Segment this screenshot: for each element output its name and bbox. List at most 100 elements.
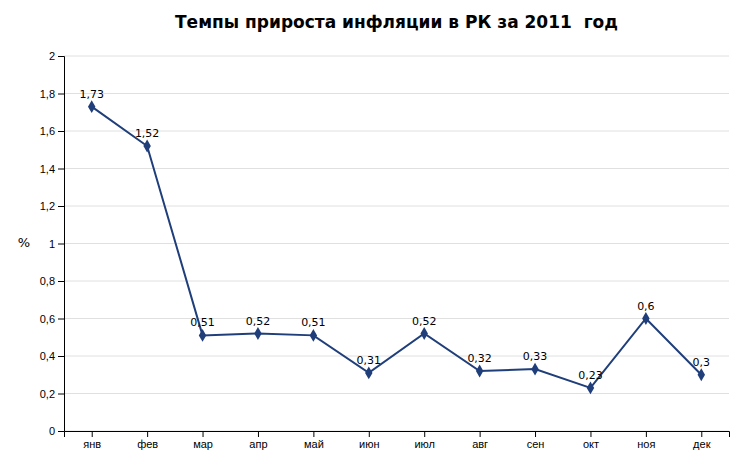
line [92,107,702,388]
data-label: 0,51 [301,316,326,329]
tick-mark [147,431,148,437]
tick-mark [480,431,481,437]
point [88,100,95,113]
chart: 0 0,2 0,4 0,6 0,8 1 1,2 1,4 1,6 1,8 2 янв фев мар апр м… [0,0,753,471]
tick: 2 [49,50,64,62]
tick-mark [58,319,64,320]
tick-mark [58,94,64,95]
tick-mark [58,169,64,170]
point [199,329,206,342]
tick-label: янв [83,438,101,450]
tick-mark [58,356,64,357]
tick: июн [359,431,379,450]
tick-label: 0 [49,425,55,437]
data-label: 0,3 [693,356,711,369]
tick: фев [137,431,158,450]
tick: мар [193,431,213,450]
tick-label: июл [414,438,435,450]
grid-line [64,318,729,319]
tick-mark [369,431,370,437]
tick: 0,4 [40,350,64,362]
tick: дек [693,431,711,450]
tick-label: окт [583,438,599,450]
data-label: 0,33 [523,350,548,363]
tick: окт [583,431,599,450]
tick-label: 0,4 [40,350,55,362]
tick: янв [83,431,101,450]
grid-line [64,93,729,94]
marks [88,100,705,394]
tick-label: 1,2 [40,200,55,212]
tick-mark [58,244,64,245]
tick-label: 0,6 [40,313,55,325]
tick: май [304,431,324,450]
data-label: 1,52 [135,127,160,140]
tick: 0,8 [40,275,64,287]
grid-line [64,56,729,57]
y-axis-title: % [18,235,30,250]
tick-label: май [304,438,324,450]
point [420,327,427,340]
tick-label: 2 [49,50,55,62]
point [476,365,483,378]
tick-mark [313,431,314,437]
point [143,140,150,153]
tick-label: 1,4 [40,163,55,175]
data-label: 0,52 [412,315,437,328]
grid-line [64,356,729,357]
tick-label: 1 [49,238,55,250]
tick-mark [701,431,702,437]
tick: 1 [49,238,64,250]
tick-mark [590,431,591,437]
tick-label: 0,8 [40,275,55,287]
tick-label: апр [249,438,267,450]
grid-line [64,393,729,394]
tick-mark [535,431,536,437]
tick: 1,4 [40,163,64,175]
tick: сен [527,431,545,450]
data-label: 1,73 [79,88,104,101]
point [642,312,649,325]
tick: авг [472,431,488,450]
tick: 1,8 [40,88,64,100]
tick-label: авг [472,438,488,450]
point [531,363,538,376]
grid [64,56,729,431]
tick-label: 1,6 [40,125,55,137]
tick: 0 [49,425,64,437]
point [365,366,372,379]
data-label: 0,23 [578,369,603,382]
tick-mark [424,431,425,437]
data-label: 0,51 [190,316,215,329]
data-label: 0,32 [467,352,492,365]
tick: апр [249,431,267,450]
tick-mark [203,431,204,437]
tick: 1,6 [40,125,64,137]
grid-line [64,281,729,282]
title: Темпы прироста инфляции в РК за 2011 год [175,12,618,32]
point [698,368,705,381]
tick: 0,6 [40,313,64,325]
axis-line [58,57,65,432]
tick-mark [58,56,64,57]
y-axis: 0 0,2 0,4 0,6 0,8 1 1,2 1,4 1,6 1,8 2 [40,50,65,437]
tick: 0,2 [40,388,64,400]
grid-line [64,168,729,169]
axis-line [65,432,730,438]
tick-label: июн [359,438,379,450]
tick-label: дек [693,438,711,450]
point [310,329,317,342]
x-axis: янв фев мар апр май июн июл авг сен окт ноя дек [65,431,730,450]
tick-label: мар [193,438,213,450]
tick-label: сен [527,438,545,450]
tick-mark [58,394,64,395]
tick-mark [58,206,64,207]
tick-mark [58,131,64,132]
tick-mark [58,431,64,432]
point [587,381,594,394]
point [254,327,261,340]
tick-label: ноя [637,438,655,450]
tick: июл [414,431,435,450]
tick-label: 0,2 [40,388,55,400]
data-labels: 1,731,520,510,520,510,310,520,320,330,23… [79,88,710,382]
